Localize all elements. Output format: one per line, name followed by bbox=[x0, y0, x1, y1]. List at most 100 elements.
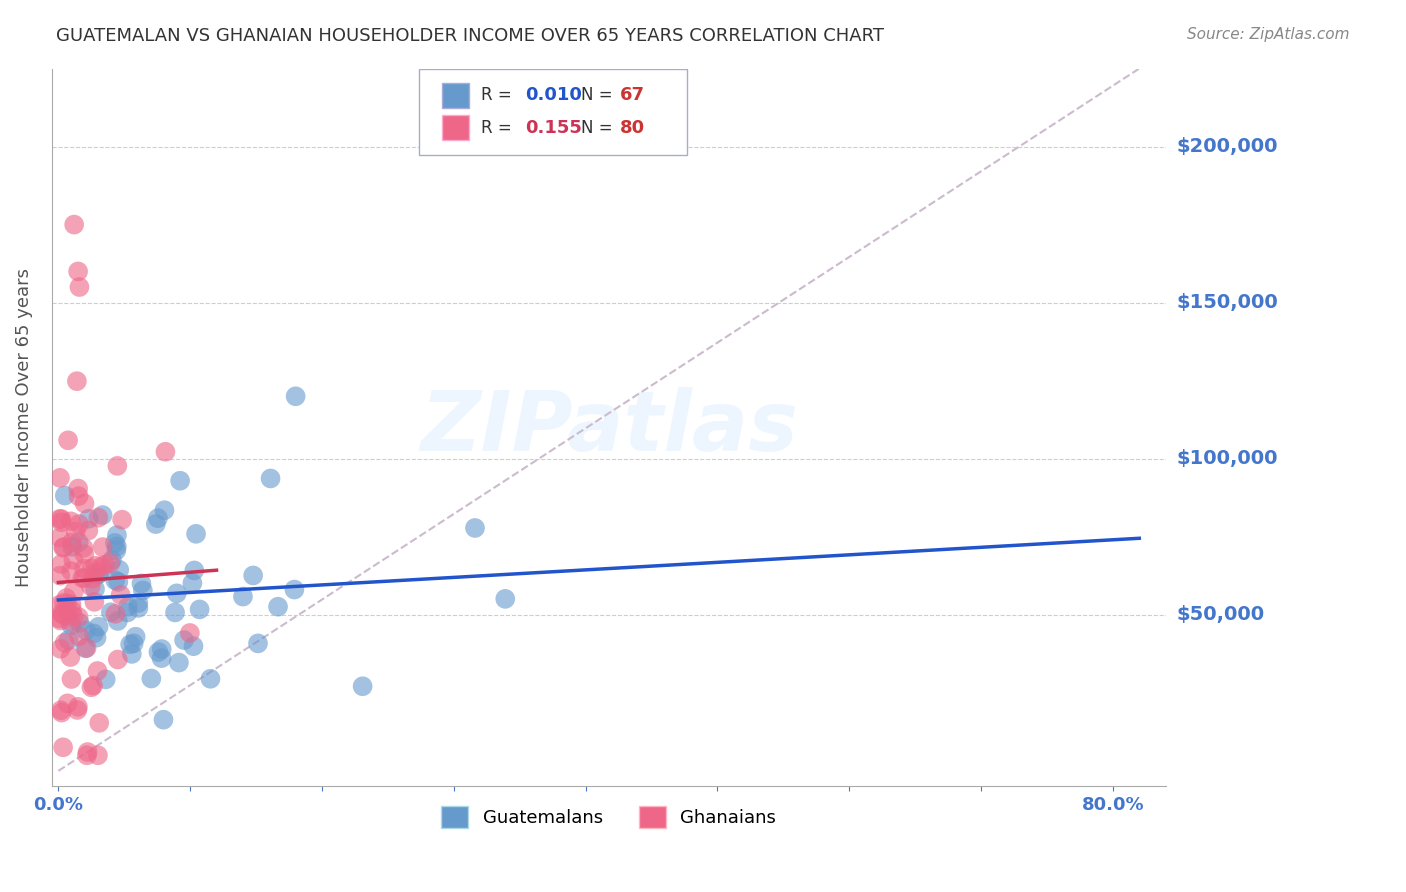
Ghanaians bbox=[73, 547, 96, 561]
Text: $50,000: $50,000 bbox=[1177, 606, 1265, 624]
Guatemalans bbox=[60, 618, 83, 632]
Guatemalans bbox=[89, 566, 111, 581]
Ghanaians bbox=[67, 489, 90, 503]
Guatemalans bbox=[69, 615, 91, 630]
Ghanaians bbox=[59, 514, 82, 528]
Guatemalans bbox=[101, 553, 124, 567]
Guatemalans bbox=[242, 568, 264, 582]
Guatemalans bbox=[100, 605, 122, 619]
Guatemalans bbox=[91, 508, 114, 522]
Ghanaians bbox=[66, 699, 89, 714]
Ghanaians bbox=[105, 458, 128, 473]
Ghanaians bbox=[55, 591, 77, 605]
Text: N =: N = bbox=[581, 120, 617, 137]
Ghanaians bbox=[76, 640, 98, 655]
FancyBboxPatch shape bbox=[419, 69, 686, 154]
Text: R =: R = bbox=[481, 120, 516, 137]
Ghanaians bbox=[62, 553, 84, 567]
Guatemalans bbox=[284, 389, 307, 403]
Guatemalans bbox=[120, 637, 142, 651]
Guatemalans bbox=[167, 656, 190, 670]
Text: Source: ZipAtlas.com: Source: ZipAtlas.com bbox=[1187, 27, 1350, 42]
Ghanaians bbox=[155, 444, 177, 458]
Guatemalans bbox=[352, 679, 374, 693]
Guatemalans bbox=[94, 673, 117, 687]
Guatemalans bbox=[464, 521, 486, 535]
Ghanaians bbox=[53, 636, 76, 650]
Ghanaians bbox=[91, 540, 114, 554]
Ghanaians bbox=[98, 556, 121, 570]
Ghanaians bbox=[86, 664, 108, 678]
Ghanaians bbox=[48, 611, 70, 625]
Ghanaians bbox=[82, 572, 104, 586]
Guatemalans bbox=[121, 647, 143, 661]
Guatemalans bbox=[148, 645, 170, 659]
Text: 0.010: 0.010 bbox=[526, 87, 582, 104]
Guatemalans bbox=[60, 540, 83, 554]
Ghanaians bbox=[73, 496, 96, 510]
Guatemalans bbox=[141, 672, 163, 686]
Guatemalans bbox=[184, 526, 207, 541]
Ghanaians bbox=[51, 606, 73, 620]
Guatemalans bbox=[117, 599, 139, 614]
Guatemalans bbox=[494, 591, 516, 606]
Guatemalans bbox=[67, 535, 90, 549]
Ghanaians bbox=[63, 218, 86, 232]
Ghanaians bbox=[59, 650, 82, 665]
Guatemalans bbox=[150, 642, 173, 657]
Guatemalans bbox=[86, 631, 108, 645]
Ghanaians bbox=[94, 558, 117, 572]
Ghanaians bbox=[49, 703, 72, 717]
Guatemalans bbox=[127, 596, 149, 610]
Ghanaians bbox=[80, 680, 103, 694]
Ghanaians bbox=[87, 748, 110, 763]
Guatemalans bbox=[145, 517, 167, 532]
Ghanaians bbox=[49, 557, 72, 571]
Text: $150,000: $150,000 bbox=[1177, 293, 1278, 312]
Ghanaians bbox=[49, 471, 72, 485]
Ghanaians bbox=[52, 607, 75, 622]
Ghanaians bbox=[52, 541, 75, 555]
Guatemalans bbox=[105, 540, 128, 554]
Guatemalans bbox=[104, 536, 127, 550]
Guatemalans bbox=[117, 606, 139, 620]
Text: 80: 80 bbox=[620, 120, 645, 137]
Guatemalans bbox=[108, 563, 131, 577]
Ghanaians bbox=[89, 715, 111, 730]
Guatemalans bbox=[181, 576, 204, 591]
Text: $100,000: $100,000 bbox=[1177, 450, 1278, 468]
Guatemalans bbox=[105, 528, 128, 542]
Ghanaians bbox=[60, 564, 83, 578]
Ghanaians bbox=[51, 512, 73, 526]
Ghanaians bbox=[52, 595, 75, 609]
Ghanaians bbox=[51, 706, 73, 720]
Ghanaians bbox=[90, 559, 112, 574]
Ghanaians bbox=[76, 748, 98, 763]
Ghanaians bbox=[77, 524, 100, 538]
Ghanaians bbox=[110, 588, 132, 602]
Guatemalans bbox=[56, 603, 79, 617]
Guatemalans bbox=[87, 567, 110, 582]
Ghanaians bbox=[56, 597, 79, 611]
Guatemalans bbox=[75, 624, 97, 638]
Guatemalans bbox=[173, 633, 195, 648]
Ghanaians bbox=[65, 524, 87, 539]
Ghanaians bbox=[82, 679, 104, 693]
Text: $200,000: $200,000 bbox=[1177, 137, 1278, 156]
Y-axis label: Householder Income Over 65 years: Householder Income Over 65 years bbox=[15, 268, 32, 587]
Ghanaians bbox=[48, 531, 70, 545]
Ghanaians bbox=[62, 609, 84, 624]
Ghanaians bbox=[60, 604, 83, 618]
Text: ZIPatlas: ZIPatlas bbox=[420, 387, 797, 468]
Guatemalans bbox=[87, 620, 110, 634]
Ghanaians bbox=[67, 629, 90, 643]
Ghanaians bbox=[56, 696, 79, 710]
Ghanaians bbox=[72, 571, 94, 585]
Guatemalans bbox=[247, 636, 270, 650]
Guatemalans bbox=[105, 543, 128, 558]
Guatemalans bbox=[83, 626, 105, 640]
Ghanaians bbox=[73, 562, 96, 576]
Guatemalans bbox=[188, 602, 211, 616]
Ghanaians bbox=[49, 641, 72, 656]
Ghanaians bbox=[67, 610, 90, 624]
